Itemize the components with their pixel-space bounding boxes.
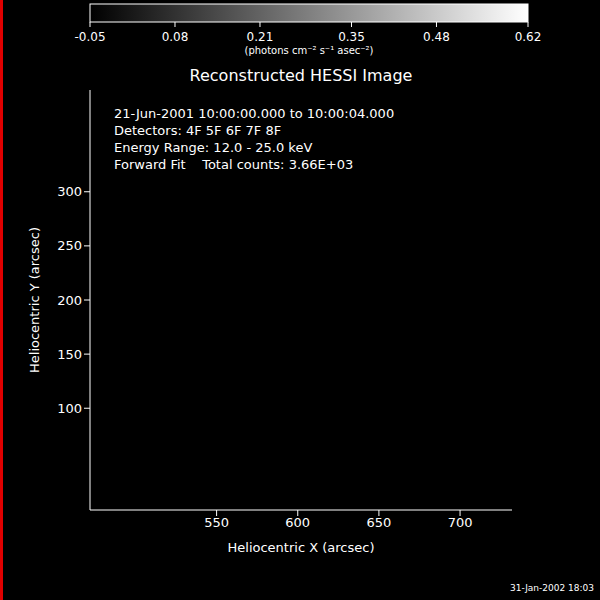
svg-text:700: 700 — [448, 515, 473, 530]
svg-text:0.48: 0.48 — [423, 30, 450, 44]
html-text:Detectors: 4F 5F 6F 7F 8F: Detectors: 4F 5F 6F 7F 8F — [114, 123, 282, 138]
svg-text:(photons cm⁻² s⁻¹ asec⁻²): (photons cm⁻² s⁻¹ asec⁻²) — [244, 45, 373, 56]
html-text:21-Jun-2001 10:00:00.000 to 10: 21-Jun-2001 10:00:00.000 to 10:00:04.000 — [114, 106, 395, 121]
svg-text:550: 550 — [204, 515, 229, 530]
svg-text:300: 300 — [57, 184, 82, 199]
svg-text:150: 150 — [57, 347, 82, 362]
html-text:31-Jan-2002 18:03: 31-Jan-2002 18:03 — [510, 583, 594, 593]
svg-text:200: 200 — [57, 293, 82, 308]
svg-text:0.62: 0.62 — [515, 30, 542, 44]
html-text:Reconstructed HESSI Image: Reconstructed HESSI Image — [189, 66, 413, 85]
svg-text:0.35: 0.35 — [338, 30, 365, 44]
svg-text:600: 600 — [285, 515, 310, 530]
svg-text:250: 250 — [57, 238, 82, 253]
html-text:Energy Range: 12.0 - 25.0 keV: Energy Range: 12.0 - 25.0 keV — [114, 140, 313, 155]
svg-text:Heliocentric X (arcsec): Heliocentric X (arcsec) — [228, 540, 375, 555]
svg-text:100: 100 — [57, 401, 82, 416]
svg-text:0.21: 0.21 — [247, 30, 274, 44]
svg-text:0.08: 0.08 — [162, 30, 189, 44]
svg-text:Heliocentric Y (arcsec): Heliocentric Y (arcsec) — [27, 227, 42, 373]
svg-text:-0.05: -0.05 — [74, 30, 105, 44]
svg-text:650: 650 — [366, 515, 391, 530]
html-text:Forward Fit Total counts: 3.66: Forward Fit Total counts: 3.66E+03 — [114, 157, 354, 172]
